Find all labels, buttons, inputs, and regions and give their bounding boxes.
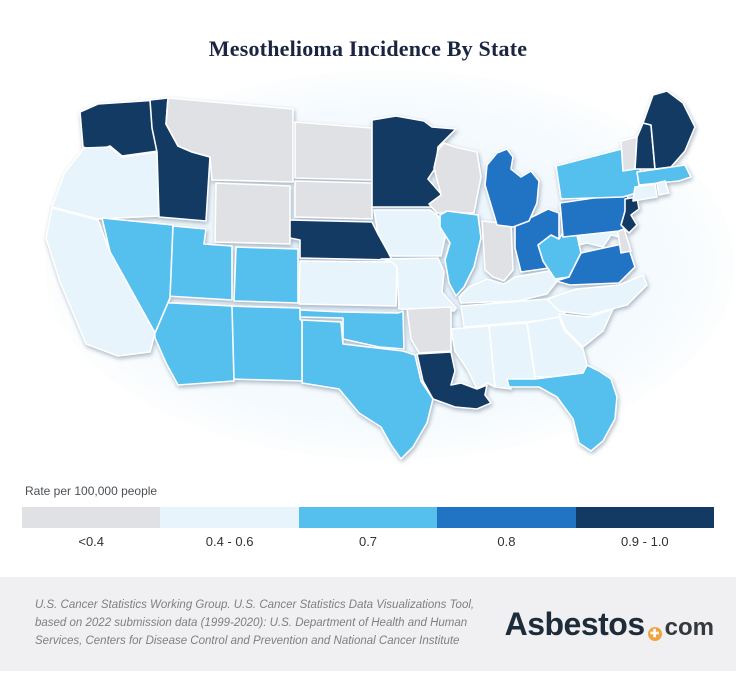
state-sd: [294, 180, 373, 220]
state-fl: [506, 364, 618, 452]
page-title: Mesothelioma Incidence By State: [208, 36, 528, 61]
legend-swatch-0-8: [437, 507, 576, 528]
state-ok: [299, 309, 405, 350]
state-co: [233, 246, 299, 304]
legend-swatch-0-7: [298, 507, 438, 528]
state-va: [555, 242, 636, 286]
state-ar: [406, 306, 452, 354]
state-in: [481, 220, 514, 282]
legend-tick: 0.8: [497, 534, 516, 549]
legend-label: Rate per 100,000 people: [25, 484, 158, 498]
legend-tick-labels: <0.4 0.4 - 0.6 0.7 0.8 0.9 - 1.0: [22, 534, 714, 549]
logo-tld-text: com: [664, 613, 714, 641]
legend-tick: <0.4: [78, 534, 105, 549]
state-wy: [214, 182, 291, 245]
legend: Rate per 100,000 people <0.4 0.4 - 0.6 0…: [22, 484, 715, 549]
logo-brand-text: Asbestos: [504, 605, 646, 642]
legend-swatch-0-4-0-6: [160, 507, 299, 528]
state-ks: [298, 260, 398, 307]
state-wi: [428, 142, 482, 214]
state-ca: [45, 207, 156, 357]
source-citation: U.S. Cancer Statistics Working Group. U.…: [35, 599, 475, 647]
state-ri: [656, 180, 670, 196]
state-ct: [632, 183, 658, 202]
asbestos-com-logo: Asbestos ✚ com: [505, 606, 714, 643]
state-or: [51, 146, 160, 220]
state-tx: [301, 319, 434, 460]
plus-icon: ✚: [647, 627, 662, 641]
state-mi: [484, 148, 540, 228]
legend-tick: 0.4 - 0.6: [205, 534, 254, 549]
state-la: [416, 351, 492, 410]
state-il: [439, 210, 482, 297]
state-mt: [165, 97, 294, 183]
state-me: [642, 90, 696, 170]
state-mo: [380, 257, 457, 312]
state-nm: [226, 305, 303, 382]
state-ma: [636, 164, 692, 186]
legend-color-bar: [22, 507, 715, 528]
legend-tick: 0.7: [358, 534, 378, 549]
state-ms: [450, 325, 496, 390]
state-az: [151, 301, 235, 386]
legend-tick: 0.9 - 1.0: [620, 534, 669, 549]
state-nd: [294, 121, 373, 181]
legend-swatch-0-9-1-0: [575, 507, 715, 528]
state-shapes: [45, 90, 696, 460]
legend-swatch-lt-0-4: [22, 507, 161, 528]
state-nc: [546, 274, 648, 316]
footer: U.S. Cancer Statistics Working Group. U.…: [0, 577, 736, 671]
